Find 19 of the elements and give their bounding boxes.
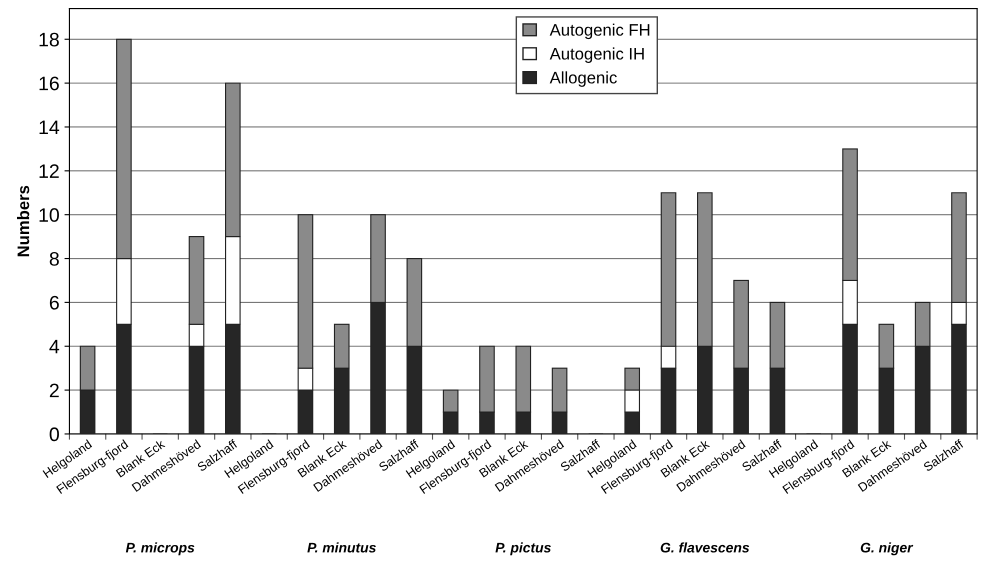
y-axis-title: Numbers [17,186,30,256]
legend-label: Autogenic IH [550,47,644,63]
y-tick-label: 6 [50,296,59,310]
y-tick-label: 10 [40,208,59,222]
y-tick-label: 16 [40,76,59,90]
y-tick-label: 8 [50,252,59,266]
text: P. pictus [495,542,551,556]
y-tick-label: 0 [50,427,59,442]
legend-label: Allogenic [550,71,617,87]
y-tick-label: 18 [40,32,59,46]
text: P. microps [126,542,194,556]
y-tick-label: 14 [40,120,60,134]
text: G. flavescens [660,542,750,553]
legend-label: Autogenic FH [550,24,650,40]
y-tick-label: 2 [50,384,59,398]
y-tick-label: 12 [40,164,59,178]
text: P. minutus [307,542,376,553]
y-tick-label: 4 [49,340,60,354]
text: G. niger [860,542,914,556]
